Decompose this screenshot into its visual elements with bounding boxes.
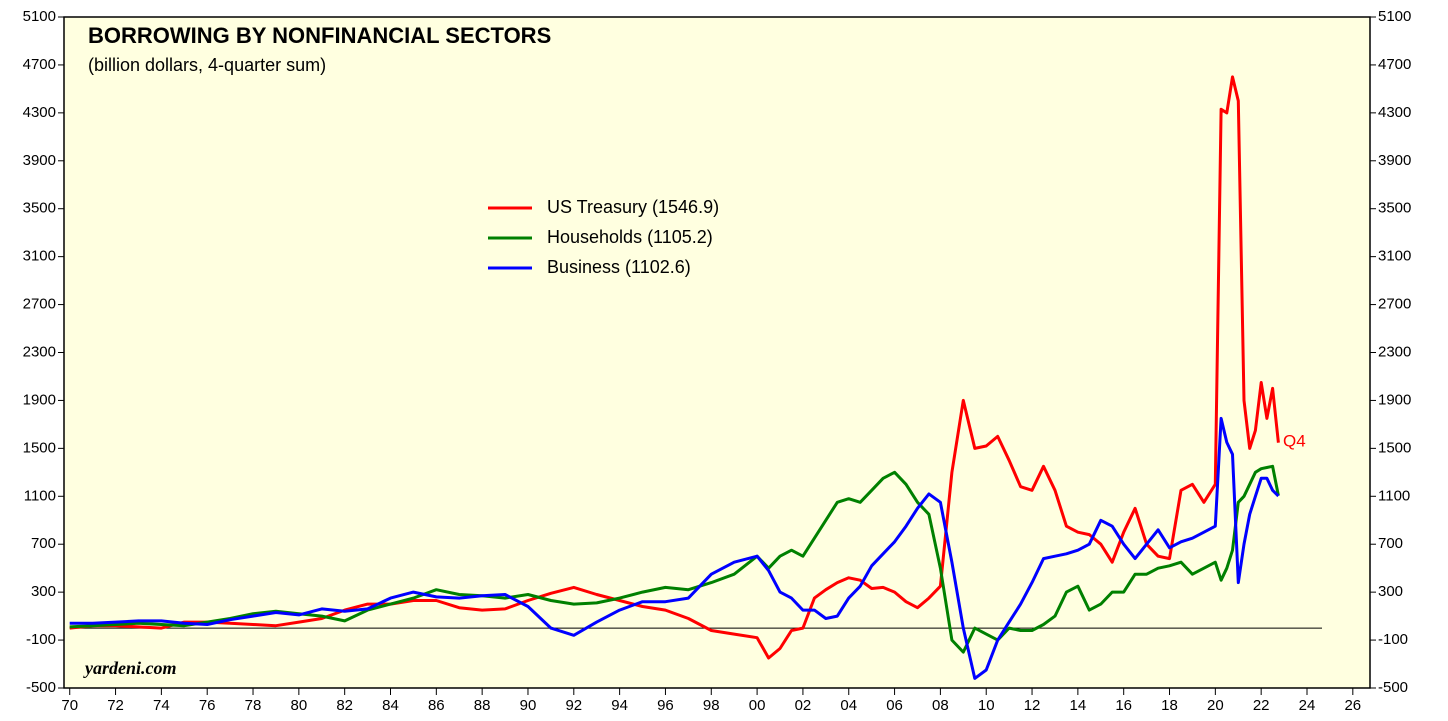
x-tick-label: 96 [657, 697, 674, 714]
y2-tick-label: 3100 [1378, 248, 1411, 265]
y-tick-label: 700 [31, 535, 56, 552]
y2-tick-label: 1900 [1378, 391, 1411, 408]
x-tick-label: 08 [932, 697, 949, 714]
x-tick-label: 74 [153, 697, 170, 714]
y-tick-label: 3100 [23, 248, 56, 265]
x-tick-label: 26 [1344, 697, 1361, 714]
chart-subtitle: (billion dollars, 4-quarter sum) [88, 55, 326, 75]
x-tick-label: 78 [245, 697, 262, 714]
y-tick-label: 3900 [23, 152, 56, 169]
data-line [69, 416, 1280, 680]
x-tick-label: 10 [978, 697, 995, 714]
y-tick-label: 4300 [23, 104, 56, 121]
x-tick-label: 18 [1161, 697, 1178, 714]
y2-tick-label: 4300 [1378, 104, 1411, 121]
y2-tick-label: 3500 [1378, 200, 1411, 217]
legend-label: Business (1102.6) [547, 257, 691, 277]
x-tick-label: 06 [886, 697, 903, 714]
x-tick-label: 94 [611, 697, 628, 714]
y-tick-label: 3500 [23, 200, 56, 217]
x-tick-label: 90 [520, 697, 537, 714]
y2-tick-label: 1100 [1378, 487, 1410, 504]
plot-area [63, 16, 1371, 689]
x-tick-label: 92 [565, 697, 582, 714]
y2-tick-label: 5100 [1378, 8, 1411, 25]
x-tick-label: 98 [703, 697, 720, 714]
y-tick-label: -100 [26, 631, 56, 648]
y2-tick-label: -500 [1378, 679, 1408, 696]
source-note: yardeni.com [83, 658, 177, 678]
y2-tick-label: 700 [1378, 535, 1403, 552]
x-tick-label: 88 [474, 697, 491, 714]
y-tick-label: 4700 [23, 56, 56, 73]
y2-tick-label: 2300 [1378, 343, 1411, 360]
y-tick-label: 2700 [23, 296, 56, 313]
y2-tick-label: 3900 [1378, 152, 1411, 169]
y-tick-label: 1100 [24, 487, 56, 504]
legend-label: US Treasury (1546.9) [547, 197, 719, 217]
y2-tick-label: 300 [1378, 583, 1403, 600]
x-tick-label: 14 [1070, 697, 1087, 714]
x-tick-label: 16 [1115, 697, 1132, 714]
y-tick-label: 1500 [23, 439, 56, 456]
chart-title: BORROWING BY NONFINANCIAL SECTORS [88, 23, 551, 48]
x-tick-label: 76 [199, 697, 216, 714]
y2-tick-label: 1500 [1378, 439, 1411, 456]
x-tick-label: 02 [795, 697, 812, 714]
y-tick-label: -500 [26, 679, 56, 696]
x-tick-label: 12 [1024, 697, 1041, 714]
legend-label: Households (1105.2) [547, 227, 713, 247]
x-tick-label: 04 [840, 697, 857, 714]
y2-tick-label: 4700 [1378, 56, 1411, 73]
x-tick-label: 84 [382, 697, 399, 714]
x-tick-label: 86 [428, 697, 445, 714]
x-tick-label: 80 [291, 697, 308, 714]
data-line [69, 464, 1280, 654]
y-tick-label: 1900 [23, 391, 56, 408]
y-tick-label: 300 [31, 583, 56, 600]
x-tick-label: 00 [749, 697, 766, 714]
y2-tick-label: -100 [1378, 631, 1408, 648]
x-tick-label: 22 [1253, 697, 1270, 714]
x-tick-label: 20 [1207, 697, 1224, 714]
x-tick-label: 72 [107, 697, 124, 714]
y2-tick-label: 2700 [1378, 296, 1411, 313]
x-tick-label: 24 [1299, 697, 1316, 714]
annotation: Q4 [1283, 431, 1306, 450]
y-tick-label: 2300 [23, 343, 56, 360]
x-tick-label: 70 [61, 697, 78, 714]
y-tick-label: 5100 [23, 8, 56, 25]
x-tick-label: 82 [336, 697, 353, 714]
